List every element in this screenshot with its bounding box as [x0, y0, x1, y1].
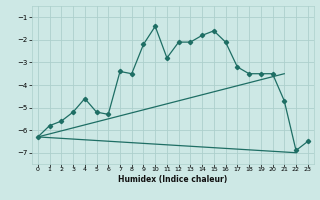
X-axis label: Humidex (Indice chaleur): Humidex (Indice chaleur) — [118, 175, 228, 184]
